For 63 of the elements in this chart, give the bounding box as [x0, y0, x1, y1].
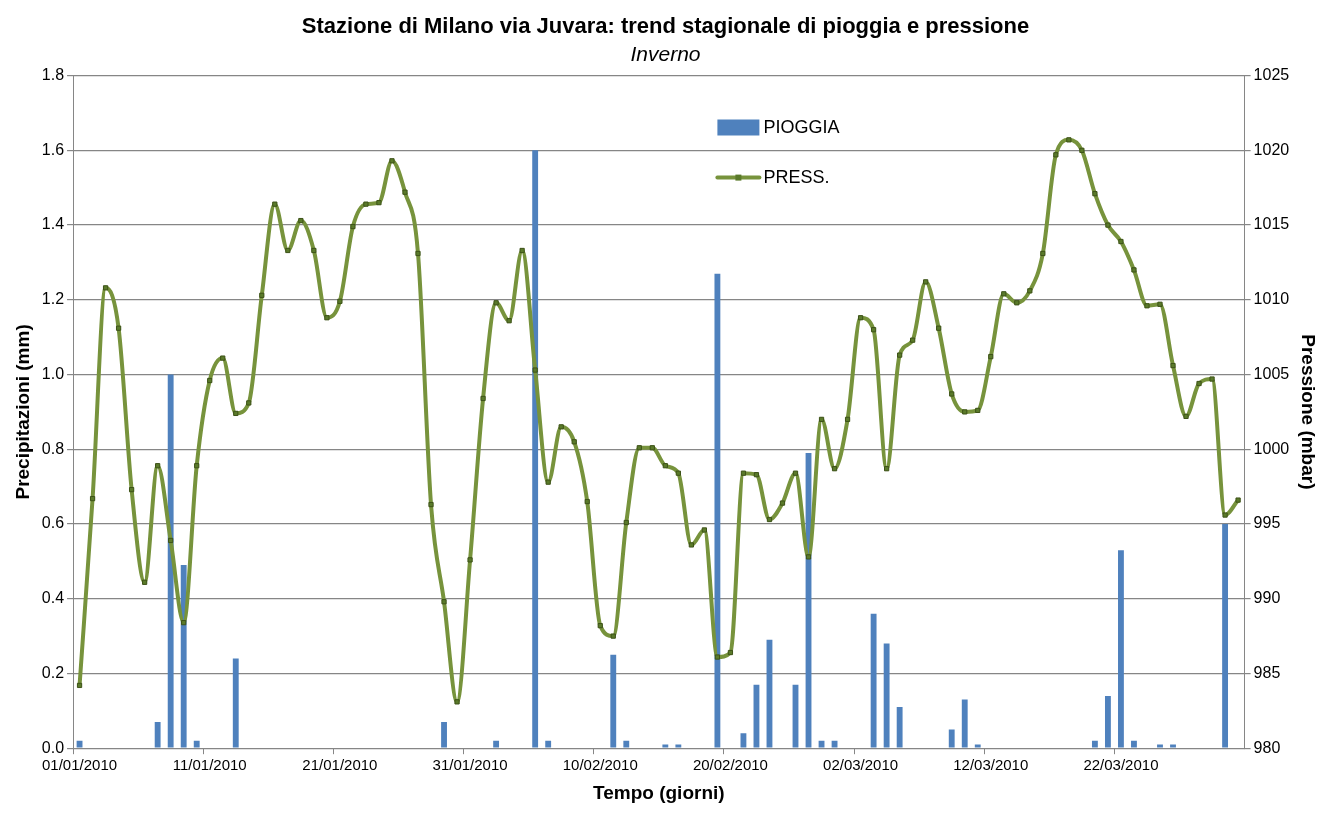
y2-tick-label: 1010 — [1253, 290, 1290, 308]
bar — [974, 744, 981, 748]
y2-tick-label: 1025 — [1253, 66, 1290, 84]
bar — [961, 699, 968, 748]
y-tick-label: 1.0 — [41, 364, 65, 382]
y2-tick-label: 990 — [1253, 589, 1281, 607]
y2-axis-title: Pressione (mbar) — [1298, 334, 1320, 490]
y-tick-label: 0.4 — [41, 589, 65, 607]
legend-label: PRESS. — [763, 166, 830, 187]
x-tick-label: 22/03/2010 — [1083, 756, 1159, 774]
y-tick-label: 1.4 — [41, 215, 65, 233]
bar — [193, 740, 200, 748]
x-tick-label: 11/01/2010 — [172, 756, 247, 774]
y2-tick-label: 985 — [1253, 663, 1281, 681]
y-tick-label: 1.8 — [41, 66, 65, 84]
chart-subtitle: Inverno — [630, 41, 701, 65]
x-axis-title: Tempo (giorni) — [593, 781, 725, 803]
bar — [1104, 695, 1111, 748]
bar — [1222, 524, 1229, 748]
x-tick-label: 02/03/2010 — [823, 756, 899, 774]
bar — [441, 722, 447, 748]
bar — [883, 643, 890, 748]
bar — [896, 707, 903, 748]
y-tick-label: 1.6 — [41, 140, 65, 158]
bar — [493, 740, 500, 748]
bar — [532, 150, 539, 748]
y-axis-title: Precipitazioni (mm) — [11, 324, 33, 500]
bar — [662, 744, 669, 748]
x-tick-label: 10/02/2010 — [562, 756, 638, 774]
bar — [948, 729, 955, 748]
bar — [167, 374, 174, 748]
bar — [154, 722, 161, 748]
y2-tick-label: 1000 — [1253, 439, 1290, 457]
bar — [1118, 550, 1124, 748]
x-tick-label: 21/01/2010 — [302, 756, 378, 774]
y-tick-label: 0.8 — [41, 439, 65, 457]
bar — [1091, 740, 1098, 748]
y2-tick-label: 1005 — [1253, 364, 1290, 382]
bar — [623, 740, 630, 748]
bar — [545, 740, 552, 748]
y-tick-label: 0.2 — [41, 663, 65, 681]
bar — [714, 273, 721, 748]
y2-tick-label: 1015 — [1253, 215, 1290, 233]
y2-tick-label: 980 — [1253, 738, 1281, 756]
bar — [1131, 740, 1137, 748]
y-tick-label: 0.6 — [41, 514, 65, 532]
bar — [180, 565, 187, 748]
bar — [232, 658, 239, 748]
bar — [870, 613, 877, 748]
bar — [610, 654, 617, 748]
bar — [1157, 744, 1163, 748]
y-tick-label: 1.2 — [41, 290, 65, 308]
y2-tick-label: 1020 — [1253, 140, 1290, 158]
y2-tick-label: 995 — [1253, 514, 1281, 532]
legend-label: PIOGGIA — [763, 116, 840, 137]
x-tick-label: 20/02/2010 — [692, 756, 768, 774]
y-tick-label: 0.0 — [41, 738, 65, 756]
bar — [675, 744, 682, 748]
x-tick-label: 01/01/2010 — [42, 756, 118, 774]
chart-title: Stazione di Milano via Juvara: trend stagionale di pioggia e pressione — [301, 13, 1030, 39]
x-tick-label: 31/01/2010 — [432, 756, 508, 774]
x-tick-label: 12/03/2010 — [953, 756, 1029, 774]
bar — [1170, 744, 1176, 748]
